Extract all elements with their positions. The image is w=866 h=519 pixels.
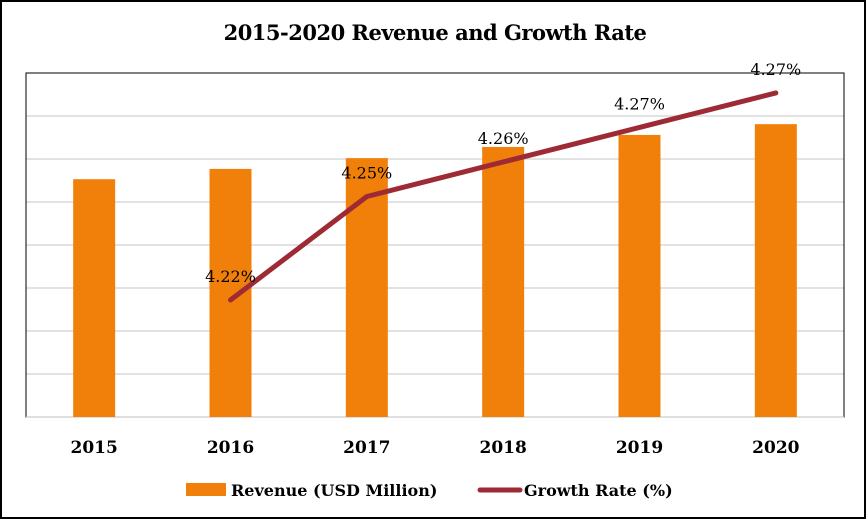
data-label-growth-2016: 4.22% [205,267,256,286]
x-tick-label-2015: 2015 [71,438,118,458]
data-label-growth-2017: 4.25% [341,163,392,182]
x-tick-label-2018: 2018 [480,438,527,458]
bar-revenue-2020 [754,124,797,418]
x-tick-label-2017: 2017 [343,438,390,458]
x-tick-label-2020: 2020 [752,438,799,458]
bar-revenue-2017 [345,158,388,417]
data-label-growth-2019: 4.27% [614,94,665,113]
bar-revenue-2019 [618,134,661,418]
legend-swatch-revenue [186,483,226,496]
bar-revenue-2015 [73,179,116,417]
chart-title: 2015-2020 Revenue and Growth Rate [223,20,647,45]
legend-label-revenue: Revenue (USD Million) [231,481,437,500]
legend-label-growth-rate: Growth Rate (%) [524,481,673,500]
bar-revenue-2018 [482,146,525,417]
line-growth-rate [228,90,779,303]
data-label-growth-2018: 4.26% [478,129,529,148]
x-tick-label-2016: 2016 [207,438,254,458]
x-tick-label-2019: 2019 [616,438,663,458]
data-label-growth-2020: 4.27% [750,60,801,79]
bar-revenue-2016 [209,168,252,417]
